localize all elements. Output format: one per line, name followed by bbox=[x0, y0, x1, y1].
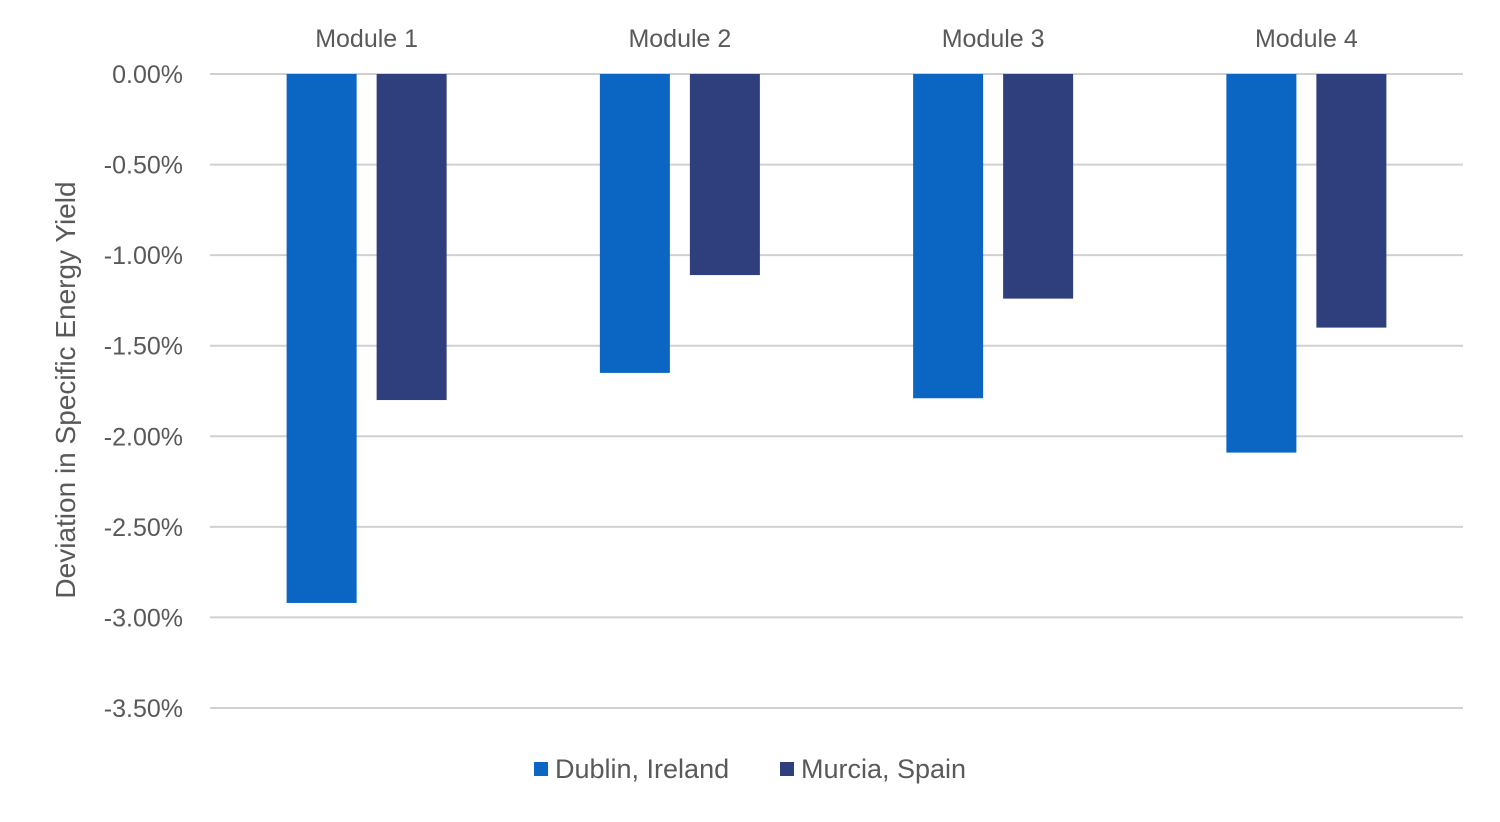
category-label: Module 2 bbox=[628, 25, 731, 53]
y-tick-label: -3.00% bbox=[104, 604, 183, 632]
y-tick-label: -0.50% bbox=[104, 152, 183, 180]
bars bbox=[286, 74, 1387, 603]
bar bbox=[689, 74, 760, 276]
bar bbox=[1316, 74, 1387, 328]
legend-label: Murcia, Spain bbox=[801, 754, 966, 784]
y-tick-label: -1.50% bbox=[104, 333, 183, 361]
y-tick-label: 0.00% bbox=[112, 61, 183, 89]
category-label: Module 1 bbox=[315, 25, 418, 53]
y-tick-label: -1.00% bbox=[104, 242, 183, 270]
bar bbox=[376, 74, 447, 401]
legend: Dublin, Ireland Murcia, Spain bbox=[534, 754, 966, 784]
bar bbox=[1226, 74, 1297, 453]
category-label: Module 3 bbox=[942, 25, 1045, 53]
y-tick-label: -2.50% bbox=[104, 514, 183, 542]
legend-swatch bbox=[534, 762, 548, 776]
bar bbox=[599, 74, 670, 373]
bar bbox=[913, 74, 984, 399]
bar bbox=[286, 74, 357, 603]
bar bbox=[1003, 74, 1074, 299]
legend-swatch bbox=[780, 762, 794, 776]
category-label: Module 4 bbox=[1255, 25, 1358, 53]
y-axis-title: Deviation in Specific Energy Yield bbox=[50, 181, 81, 598]
category-labels: Module 1 Module 2 Module 3 Module 4 bbox=[315, 25, 1358, 53]
y-tick-label: -2.00% bbox=[104, 423, 183, 451]
y-tick-label: -3.50% bbox=[104, 695, 183, 723]
legend-label: Dublin, Ireland bbox=[555, 754, 729, 784]
y-tick-labels: 0.00% -0.50% -1.00% -1.50% -2.00% -2.50% -3.00… bbox=[104, 61, 183, 723]
